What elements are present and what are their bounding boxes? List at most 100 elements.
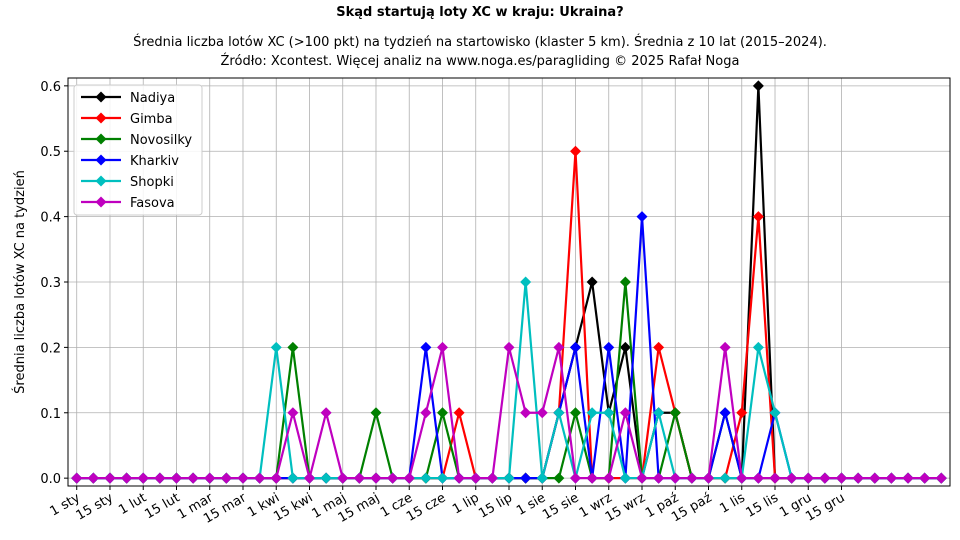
data-point	[603, 341, 615, 353]
data-point	[470, 472, 482, 484]
legend-swatch-marker	[95, 196, 107, 208]
data-point	[703, 472, 715, 484]
data-point	[752, 341, 764, 353]
data-point	[819, 472, 831, 484]
data-point	[802, 472, 814, 484]
data-point	[586, 276, 598, 288]
legend-label: Nadiya	[130, 91, 175, 106]
data-point	[786, 472, 798, 484]
data-point	[570, 341, 582, 353]
data-point	[736, 407, 748, 419]
legend-item-gimba: Gimba	[81, 112, 173, 127]
data-point	[71, 472, 83, 484]
data-point	[769, 472, 781, 484]
series-layer	[71, 80, 947, 484]
data-point	[287, 407, 299, 419]
x-tick-label: 15 lut	[142, 490, 182, 522]
data-point	[586, 472, 598, 484]
data-point	[436, 472, 448, 484]
data-point	[87, 472, 99, 484]
data-point	[337, 472, 349, 484]
data-point	[254, 472, 266, 484]
data-point	[220, 472, 232, 484]
legend-item-kharkiv: Kharkiv	[81, 154, 179, 169]
legend-label: Fasova	[130, 196, 175, 211]
data-point	[486, 472, 498, 484]
data-point	[403, 472, 415, 484]
data-point	[303, 472, 315, 484]
data-point	[287, 472, 299, 484]
y-tick-label: 0.3	[40, 276, 61, 291]
data-point	[187, 472, 199, 484]
data-point	[353, 472, 365, 484]
data-point	[436, 341, 448, 353]
data-point	[603, 472, 615, 484]
data-point	[686, 472, 698, 484]
legend-label: Shopki	[130, 175, 174, 190]
series-fasova	[71, 341, 947, 484]
data-point	[553, 407, 565, 419]
legend-swatch-marker	[95, 154, 107, 166]
x-tick-label: 15 cze	[404, 490, 448, 524]
data-point	[536, 472, 548, 484]
data-point	[570, 472, 582, 484]
x-tick-label: 1 lis	[717, 490, 748, 516]
data-point	[653, 407, 665, 419]
legend-label: Kharkiv	[130, 154, 179, 169]
data-point	[719, 407, 731, 419]
data-point	[553, 341, 565, 353]
data-point	[204, 472, 216, 484]
data-point	[619, 341, 631, 353]
legend: Nadiya Gimba Novosilky Kharkiv Shopki Fasova	[73, 84, 203, 216]
data-point	[520, 407, 532, 419]
data-point	[420, 341, 432, 353]
x-tick-label: 15 lis	[743, 490, 781, 520]
y-tick-label: 0.5	[40, 145, 61, 160]
data-point	[669, 472, 681, 484]
legend-item-shopki: Shopki	[81, 175, 174, 190]
x-tick-label: 1 lip	[450, 490, 482, 517]
data-point	[121, 472, 133, 484]
y-tick-label: 0.0	[40, 472, 61, 487]
data-point	[619, 276, 631, 288]
legend-swatch-marker	[95, 91, 107, 103]
data-point	[769, 407, 781, 419]
data-point	[919, 472, 931, 484]
data-point	[653, 341, 665, 353]
x-tick-label: 15 sie	[540, 490, 581, 523]
data-point	[852, 472, 864, 484]
legend-label: Novosilky	[130, 133, 192, 148]
data-point	[420, 472, 432, 484]
y-axis-ticks: 0.0 0.1 0.2 0.3 0.4 0.5 0.6	[40, 80, 68, 487]
legend-item-fasova: Fasova	[81, 196, 175, 211]
data-point	[836, 472, 848, 484]
data-point	[752, 211, 764, 223]
data-point	[619, 472, 631, 484]
chart-subtitle-line-2: Źródło: Xcontest. Więcej analiz na www.n…	[221, 53, 740, 69]
data-point	[885, 472, 897, 484]
data-point	[869, 472, 881, 484]
y-tick-label: 0.1	[40, 407, 61, 422]
legend-item-nadiya: Nadiya	[81, 91, 175, 106]
legend-swatch-marker	[95, 112, 107, 124]
data-point	[104, 472, 116, 484]
data-point	[536, 407, 548, 419]
y-tick-label: 0.4	[40, 211, 61, 226]
data-point	[270, 472, 282, 484]
data-point	[603, 407, 615, 419]
data-point	[137, 472, 149, 484]
data-point	[719, 472, 731, 484]
y-tick-label: 0.2	[40, 341, 61, 356]
data-point	[503, 341, 515, 353]
data-point	[752, 472, 764, 484]
chart-subtitle-line-1: Średnia liczba lotów XC (>100 pkt) na ty…	[133, 34, 827, 50]
data-point	[669, 407, 681, 419]
x-tick-label: 15 sty	[74, 490, 117, 523]
legend-label: Gimba	[130, 112, 173, 127]
data-point	[570, 145, 582, 157]
data-point	[170, 472, 182, 484]
data-point	[902, 472, 914, 484]
data-point	[436, 407, 448, 419]
